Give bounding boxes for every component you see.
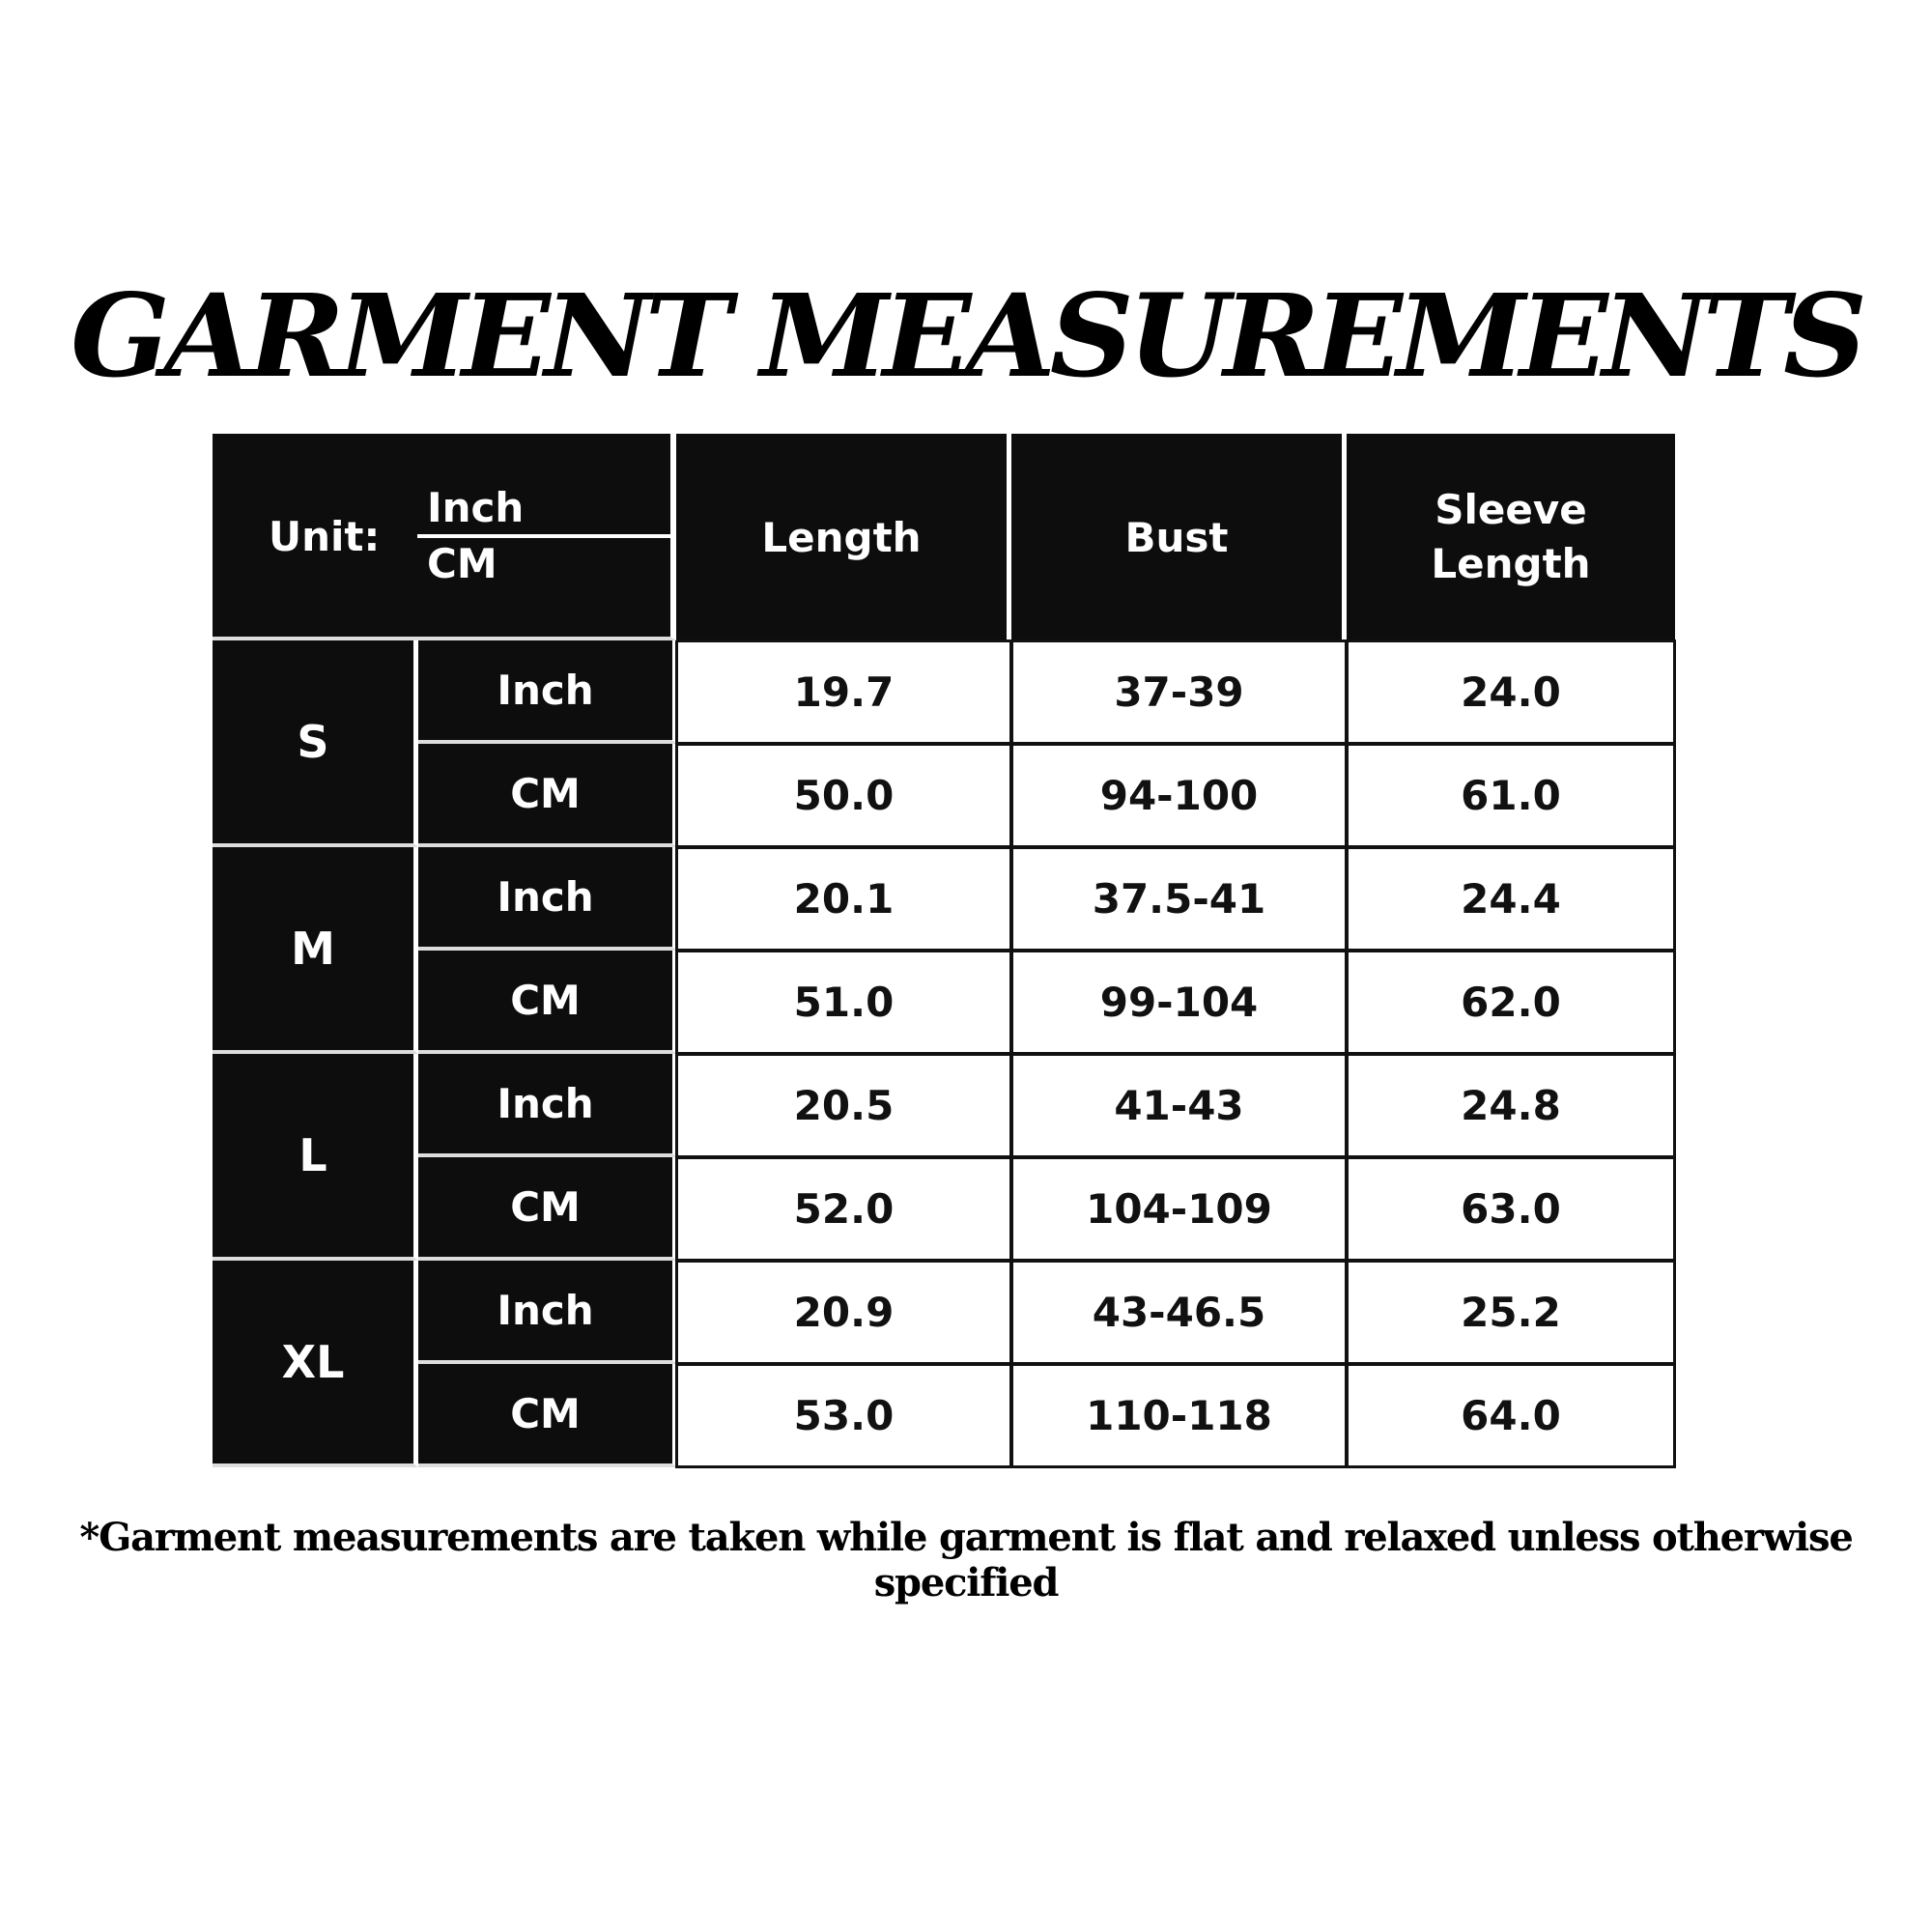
bust-cell: 110-118 xyxy=(1010,1363,1348,1468)
column-header-length: Length xyxy=(676,434,1011,640)
length-cell: 20.1 xyxy=(675,846,1012,952)
row-unit: CM xyxy=(418,744,676,847)
sleeve-length-cell: 63.0 xyxy=(1346,1156,1676,1262)
length-cell: 50.0 xyxy=(675,743,1012,848)
page-title: GARMENT MEASUREMENTS xyxy=(71,269,1867,403)
unit-divider xyxy=(417,534,670,538)
sleeve-length-cell: 24.8 xyxy=(1346,1053,1676,1158)
sleeve-length-cell: 24.4 xyxy=(1346,846,1676,952)
bust-cell: 99-104 xyxy=(1010,950,1348,1055)
size-chart-table: Unit: Inch CM Length Bust Sleeve Length … xyxy=(213,434,1676,1468)
length-cell: 52.0 xyxy=(675,1156,1012,1262)
bust-cell: 37.5-41 xyxy=(1010,846,1348,952)
sleeve-length-cell: 64.0 xyxy=(1346,1363,1676,1468)
length-cell: 53.0 xyxy=(675,1363,1012,1468)
row-unit: CM xyxy=(418,1364,676,1467)
row-unit: CM xyxy=(418,1157,676,1261)
size-label: L xyxy=(213,1054,418,1261)
unit-cm: CM xyxy=(427,540,497,587)
row-unit: Inch xyxy=(418,1261,676,1364)
size-label: XL xyxy=(213,1261,418,1467)
size-label: M xyxy=(213,847,418,1054)
bust-cell: 104-109 xyxy=(1010,1156,1348,1262)
length-cell: 20.9 xyxy=(675,1260,1012,1365)
unit-header: Unit: Inch CM xyxy=(213,434,676,640)
unit-inch: Inch xyxy=(427,484,525,531)
column-header-sleeve-length: Sleeve Length xyxy=(1347,434,1675,640)
row-unit: CM xyxy=(418,951,676,1054)
row-unit: Inch xyxy=(418,1054,676,1157)
sleeve-line-1: Sleeve xyxy=(1435,486,1587,533)
size-label: S xyxy=(213,640,418,847)
unit-label: Unit: xyxy=(269,513,381,560)
length-cell: 20.5 xyxy=(675,1053,1012,1158)
sleeve-line-2: Length xyxy=(1431,540,1591,587)
sleeve-length-cell: 62.0 xyxy=(1346,950,1676,1055)
bust-cell: 41-43 xyxy=(1010,1053,1348,1158)
sleeve-length-cell: 61.0 xyxy=(1346,743,1676,848)
length-cell: 51.0 xyxy=(675,950,1012,1055)
bust-cell: 37-39 xyxy=(1010,639,1348,745)
sleeve-length-cell: 25.2 xyxy=(1346,1260,1676,1365)
length-cell: 19.7 xyxy=(675,639,1012,745)
bust-cell: 43-46.5 xyxy=(1010,1260,1348,1365)
row-unit: Inch xyxy=(418,847,676,951)
row-unit: Inch xyxy=(418,640,676,744)
sleeve-length-cell: 24.0 xyxy=(1346,639,1676,745)
footnote: *Garment measurements are taken while ga… xyxy=(79,1515,1853,1605)
bust-cell: 94-100 xyxy=(1010,743,1348,848)
column-header-bust: Bust xyxy=(1011,434,1347,640)
